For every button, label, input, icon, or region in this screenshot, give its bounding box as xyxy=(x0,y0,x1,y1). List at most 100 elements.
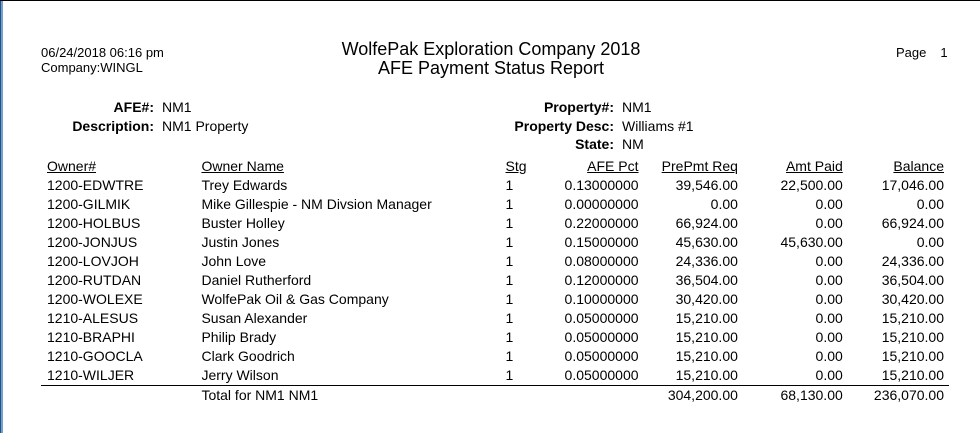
cell-afe-pct: 0.12000000 xyxy=(564,272,639,288)
total-prepmt-req: 304,200.00 xyxy=(638,385,738,405)
cell-afe-pct: 0.05000000 xyxy=(564,329,639,345)
cell-stage: 1 xyxy=(505,196,514,212)
cell-owner-number: 1210-BRAPHI xyxy=(47,329,135,345)
property-desc-label: Property Desc: xyxy=(514,118,614,134)
total-label: Total for NM1 NM1 xyxy=(201,385,506,405)
cell-amt-paid: 0.00 xyxy=(815,291,843,307)
table-row: 1210-GOOCLA Clark Goodrich 1 0.05000000 15,2… xyxy=(41,347,949,366)
window-frame-left-edge xyxy=(0,0,3,433)
page-indicator: Page 1 xyxy=(896,45,948,60)
cell-afe-pct: 0.08000000 xyxy=(564,253,639,269)
cell-amt-paid: 22,500.00 xyxy=(780,177,843,193)
cell-amt-paid: 0.00 xyxy=(815,196,843,212)
payment-status-table: Owner# Owner Name Stg AFE Pct PrePmt Req… xyxy=(41,157,949,405)
run-date: 06/24/2018 06:16 pm xyxy=(41,45,164,60)
cell-owner-number: 1200-RUTDAN xyxy=(47,272,142,288)
cell-owner-name: Mike Gillespie - NM Divsion Manager xyxy=(201,196,432,212)
cell-owner-name: Justin Jones xyxy=(201,234,280,250)
total-row: Total for NM1 NM1 304,200.00 68,130.00 2… xyxy=(41,385,949,405)
table-row: 1210-ALESUS Susan Alexander 1 0.05000000 15,… xyxy=(41,309,949,328)
cell-amt-paid: 0.00 xyxy=(815,272,843,288)
cell-prepmt-req: 36,504.00 xyxy=(675,272,738,288)
cell-stage: 1 xyxy=(505,291,514,307)
cell-balance: 66,924.00 xyxy=(881,215,944,231)
cell-stage: 1 xyxy=(505,348,514,364)
cell-owner-name: Jerry Wilson xyxy=(201,367,279,383)
cell-prepmt-req: 15,210.00 xyxy=(675,367,738,383)
cell-owner-name: Buster Holley xyxy=(201,215,285,231)
col-prepmt-req: PrePmt Req xyxy=(661,158,738,174)
cell-afe-pct: 0.05000000 xyxy=(564,310,639,326)
cell-prepmt-req: 15,210.00 xyxy=(675,310,738,326)
report-header-left: 06/24/2018 06:16 pm Company:WINGL xyxy=(41,45,164,75)
cell-balance: 15,210.00 xyxy=(881,329,944,345)
afe-value: NM1 xyxy=(162,99,192,115)
table-row: 1200-WOLEXE WolfePak Oil & Gas Company 1 0.… xyxy=(41,290,949,309)
property-info: Property#: NM1 Property Desc: Williams #1 … xyxy=(490,98,693,154)
cell-amt-paid: 0.00 xyxy=(815,329,843,345)
company-code: Company:WINGL xyxy=(41,60,143,75)
page-label: Page xyxy=(896,45,927,60)
report-name: AFE Payment Status Report xyxy=(377,58,605,78)
col-balance: Balance xyxy=(893,158,944,174)
cell-prepmt-req: 39,546.00 xyxy=(675,177,738,193)
cell-balance: 0.00 xyxy=(916,234,944,250)
state-label: State: xyxy=(575,136,614,152)
cell-owner-number: 1200-GILMIK xyxy=(47,196,131,212)
table-row: 1200-GILMIK Mike Gillespie - NM Divsion M… xyxy=(41,195,949,214)
cell-afe-pct: 0.05000000 xyxy=(564,348,639,364)
cell-stage: 1 xyxy=(505,310,514,326)
cell-stage: 1 xyxy=(505,253,514,269)
table-header-row: Owner# Owner Name Stg AFE Pct PrePmt Req… xyxy=(41,157,949,176)
cell-owner-name: Susan Alexander xyxy=(201,310,308,326)
company-title: WolfePak Exploration Company 2018 xyxy=(341,39,641,59)
cell-owner-name: John Love xyxy=(201,253,267,269)
table-row: 1200-EDWTRE Trey Edwards 1 0.13000000 39,546… xyxy=(41,176,949,195)
cell-amt-paid: 0.00 xyxy=(815,348,843,364)
cell-owner-number: 1210-WILJER xyxy=(47,367,135,383)
page-number: 1 xyxy=(940,45,948,60)
cell-afe-pct: 0.05000000 xyxy=(564,367,639,383)
cell-stage: 1 xyxy=(505,177,514,193)
cell-amt-paid: 0.00 xyxy=(815,367,843,383)
col-afe-pct: AFE Pct xyxy=(587,158,639,174)
cell-prepmt-req: 66,924.00 xyxy=(675,215,738,231)
cell-balance: 0.00 xyxy=(916,196,944,212)
cell-owner-name: Philip Brady xyxy=(201,329,277,345)
cell-amt-paid: 0.00 xyxy=(815,253,843,269)
cell-owner-name: Daniel Rutherford xyxy=(201,272,312,288)
cell-afe-pct: 0.22000000 xyxy=(564,215,639,231)
total-amt-paid: 68,130.00 xyxy=(737,385,843,405)
cell-balance: 36,504.00 xyxy=(881,272,944,288)
cell-stage: 1 xyxy=(505,329,514,345)
cell-amt-paid: 0.00 xyxy=(815,310,843,326)
col-owner-name: Owner Name xyxy=(201,158,284,174)
cell-owner-number: 1210-GOOCLA xyxy=(47,348,143,364)
description-value: NM1 Property xyxy=(162,118,249,134)
cell-owner-number: 1200-JONJUS xyxy=(47,234,138,250)
cell-afe-pct: 0.00000000 xyxy=(564,196,639,212)
cell-balance: 15,210.00 xyxy=(881,348,944,364)
cell-balance: 15,210.00 xyxy=(881,367,944,383)
table-row: 1200-JONJUS Justin Jones 1 0.15000000 45,630… xyxy=(41,233,949,252)
afe-info: AFE#: NM1 Description: NM1 Property xyxy=(44,98,248,136)
cell-prepmt-req: 45,630.00 xyxy=(675,234,738,250)
property-label: Property#: xyxy=(543,99,614,115)
cell-prepmt-req: 15,210.00 xyxy=(675,348,738,364)
cell-stage: 1 xyxy=(505,367,514,383)
description-label: Description: xyxy=(72,118,154,134)
table-row: 1200-LOVJOH John Love 1 0.08000000 24,336.00… xyxy=(41,252,949,271)
cell-owner-number: 1200-HOLBUS xyxy=(47,215,141,231)
afe-label: AFE#: xyxy=(113,99,154,115)
cell-owner-number: 1200-EDWTRE xyxy=(47,177,144,193)
cell-balance: 15,210.00 xyxy=(881,310,944,326)
cell-owner-number: 1200-LOVJOH xyxy=(47,253,139,269)
cell-owner-number: 1200-WOLEXE xyxy=(47,291,143,307)
cell-owner-number: 1210-ALESUS xyxy=(47,310,139,326)
cell-balance: 30,420.00 xyxy=(881,291,944,307)
cell-stage: 1 xyxy=(505,234,514,250)
report-title: WolfePak Exploration Company 2018 AFE Pa… xyxy=(0,40,980,78)
cell-afe-pct: 0.13000000 xyxy=(564,177,639,193)
col-owner-number: Owner# xyxy=(47,158,97,174)
table-row: 1210-WILJER Jerry Wilson 1 0.05000000 15,210… xyxy=(41,366,949,386)
